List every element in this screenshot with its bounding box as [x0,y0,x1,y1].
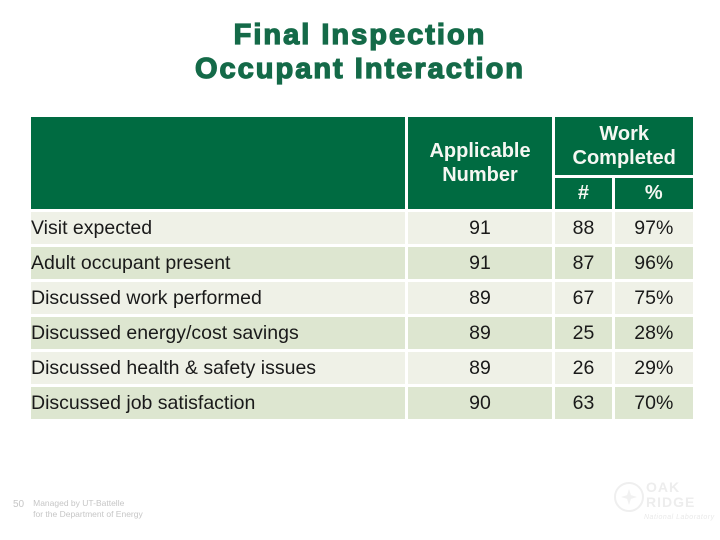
header-count: # [555,177,612,209]
row-percent: 70% [614,387,693,419]
ornl-logo-line1: OAK [646,479,681,495]
row-label: Discussed energy/cost savings [31,317,405,349]
row-label: Adult occupant present [31,247,405,279]
row-applicable: 91 [407,212,553,244]
row-applicable: 91 [407,247,553,279]
slide-title-line2: Occupant Interaction [194,52,526,85]
table-row: Discussed energy/cost savings 89 25 28% [31,317,693,349]
row-percent: 96% [614,247,693,279]
row-applicable: 89 [407,352,553,384]
ornl-logo-line2: RIDGE [646,494,696,510]
row-applicable: 90 [407,387,553,419]
footer-line1: Managed by UT-Battelle [33,498,125,508]
slide-footer: 50 Managed by UT-Battelle for the Depart… [13,498,143,520]
occupant-interaction-table: Applicable Number Work Completed # % Vis… [28,114,696,422]
table-row: Visit expected 91 88 97% [31,212,693,244]
row-count: 26 [555,352,612,384]
ornl-logo-subtitle: National Laboratory [644,514,715,521]
row-applicable: 89 [407,317,553,349]
row-count: 87 [555,247,612,279]
footer-text: Managed by UT-Battelle for the Departmen… [33,498,143,520]
row-count: 88 [555,212,612,244]
row-label: Discussed job satisfaction [31,387,405,419]
row-label: Discussed work performed [31,282,405,314]
slide-title: Final Inspection Occupant Interaction [0,18,720,86]
header-applicable-number: Applicable Number [407,117,553,209]
table-row: Discussed work performed 89 67 75% [31,282,693,314]
row-percent: 28% [614,317,693,349]
row-count: 63 [555,387,612,419]
page-number: 50 [13,499,25,510]
row-percent: 97% [614,212,693,244]
row-label: Discussed health & safety issues [31,352,405,384]
header-work-completed: Work Completed [555,117,693,175]
table-row: Adult occupant present 91 87 96% [31,247,693,279]
footer-line2: for the Department of Energy [33,509,143,519]
table-row: Discussed health & safety issues 89 26 2… [31,352,693,384]
slide-title-line1: Final Inspection [233,18,487,51]
row-label: Visit expected [31,212,405,244]
ornl-logo-text: OAK RIDGE [646,480,695,510]
ornl-leaf-icon [614,482,644,512]
ornl-logo: OAK RIDGE National Laboratory [614,480,714,530]
table-row: Discussed job satisfaction 90 63 70% [31,387,693,419]
row-count: 67 [555,282,612,314]
header-empty-cell [31,117,405,209]
row-percent: 75% [614,282,693,314]
header-percent: % [614,177,693,209]
row-count: 25 [555,317,612,349]
row-applicable: 89 [407,282,553,314]
row-percent: 29% [614,352,693,384]
